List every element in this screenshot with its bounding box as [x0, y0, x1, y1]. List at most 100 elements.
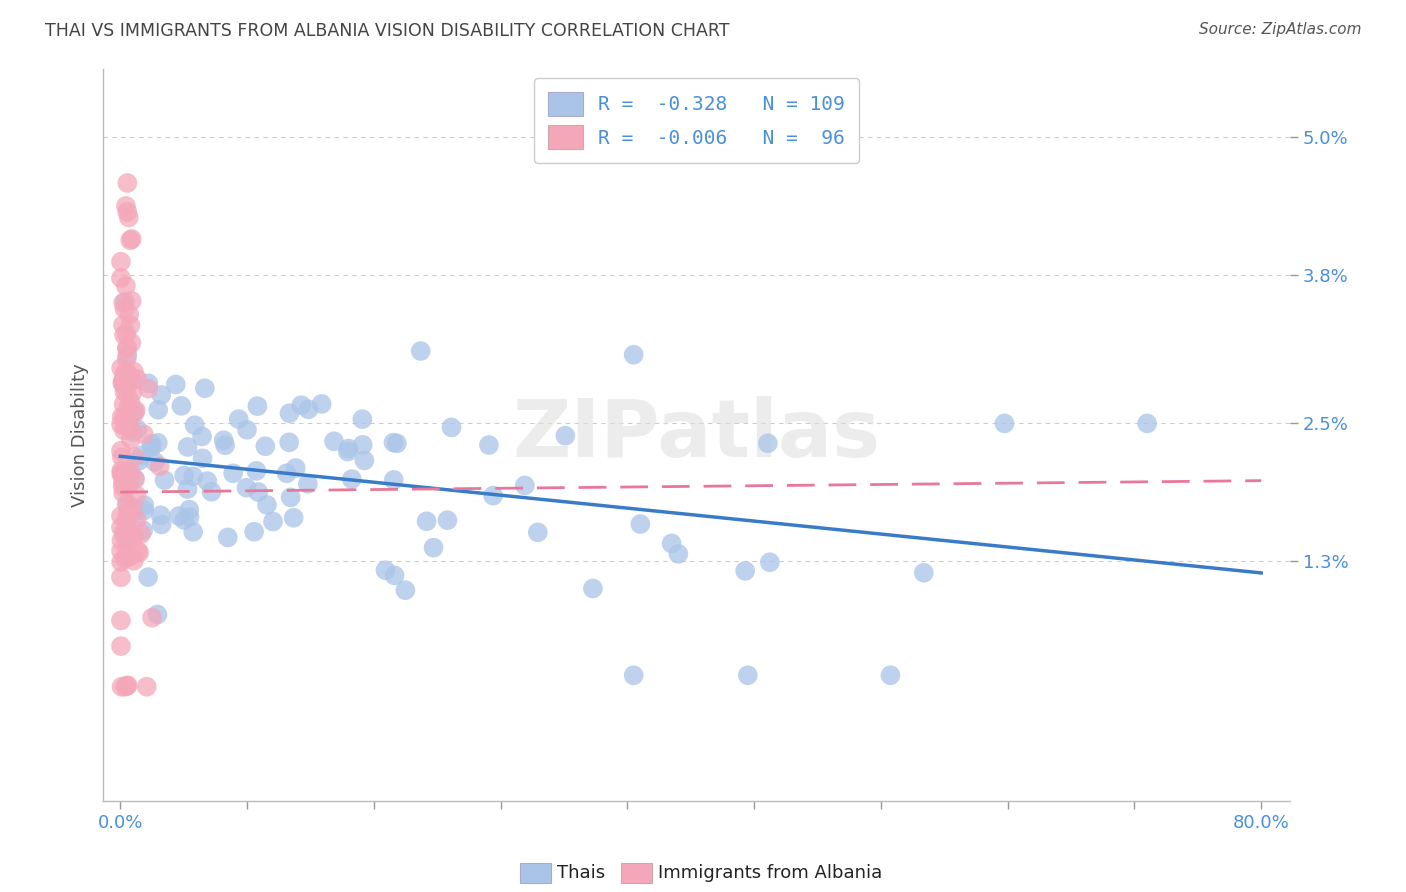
Point [115, 545, 138, 559]
Point [115, 279, 138, 293]
Point [737, 668, 759, 682]
Point [111, 467, 134, 481]
Point [385, 436, 408, 450]
Y-axis label: Vision Disability: Vision Disability [72, 363, 89, 507]
Point [117, 678, 139, 692]
Point [138, 382, 160, 396]
Point [284, 461, 307, 475]
Point [125, 403, 148, 417]
Point [115, 341, 138, 355]
Point [111, 479, 134, 493]
Point [120, 335, 142, 350]
Point [176, 482, 198, 496]
Point [115, 514, 138, 528]
Point [115, 351, 138, 366]
Point [115, 419, 138, 434]
Point [112, 376, 135, 391]
Point [110, 361, 132, 376]
Point [110, 467, 132, 481]
Point [276, 467, 298, 481]
Point [111, 374, 134, 388]
Point [110, 417, 132, 432]
Point [120, 369, 142, 384]
Point [170, 399, 193, 413]
Point [336, 444, 359, 458]
Point [112, 423, 135, 437]
Point [115, 679, 138, 693]
Point [212, 434, 235, 448]
Point [382, 435, 405, 450]
Point [118, 417, 141, 431]
Point [110, 463, 132, 477]
Point [128, 546, 150, 560]
Point [415, 514, 437, 528]
Point [297, 476, 319, 491]
Point [167, 508, 190, 523]
Point [124, 472, 146, 486]
Point [121, 501, 143, 516]
Point [110, 570, 132, 584]
Point [214, 438, 236, 452]
Point [124, 450, 146, 464]
Point [118, 524, 141, 539]
Point [110, 533, 132, 548]
Point [278, 435, 301, 450]
Point [114, 294, 136, 309]
Point [121, 232, 143, 246]
Point [120, 374, 142, 388]
Point [110, 443, 132, 458]
Legend: R =  -0.328   N = 109, R =  -0.006   N =  96: R = -0.328 N = 109, R = -0.006 N = 96 [534, 78, 859, 162]
Point [165, 377, 187, 392]
Point [409, 344, 432, 359]
Point [120, 432, 142, 446]
Point [150, 517, 173, 532]
Point [191, 451, 214, 466]
Point [124, 404, 146, 418]
Point [527, 525, 550, 540]
Point [127, 372, 149, 386]
Point [582, 582, 605, 596]
Point [993, 417, 1015, 431]
Point [114, 680, 136, 694]
Point [222, 467, 245, 481]
Point [436, 513, 458, 527]
Point [110, 544, 132, 558]
Text: Source: ZipAtlas.com: Source: ZipAtlas.com [1198, 22, 1361, 37]
Point [153, 473, 176, 487]
Point [297, 402, 319, 417]
Point [236, 423, 259, 437]
Point [195, 474, 218, 488]
Point [110, 680, 132, 694]
Point [623, 348, 645, 362]
Point [122, 407, 145, 421]
Point [181, 469, 204, 483]
Point [124, 529, 146, 543]
Point [243, 524, 266, 539]
Point [478, 438, 501, 452]
Point [337, 442, 360, 456]
Point [173, 513, 195, 527]
Point [173, 468, 195, 483]
Point [290, 398, 312, 412]
Point [146, 402, 169, 417]
Text: THAI VS IMMIGRANTS FROM ALBANIA VISION DISABILITY CORRELATION CHART: THAI VS IMMIGRANTS FROM ALBANIA VISION D… [45, 22, 730, 40]
Point [136, 570, 159, 584]
Point [115, 498, 138, 512]
Point [247, 485, 270, 500]
Point [141, 610, 163, 624]
Point [112, 397, 135, 411]
Point [112, 410, 135, 425]
Point [120, 233, 142, 247]
Point [181, 524, 204, 539]
Point [132, 427, 155, 442]
Point [734, 564, 756, 578]
Point [141, 440, 163, 454]
Point [114, 301, 136, 316]
Point [112, 373, 135, 387]
Point [122, 365, 145, 379]
Point [1136, 417, 1159, 431]
Point [374, 563, 396, 577]
Point [149, 508, 172, 523]
Point [262, 515, 284, 529]
Point [110, 555, 132, 569]
